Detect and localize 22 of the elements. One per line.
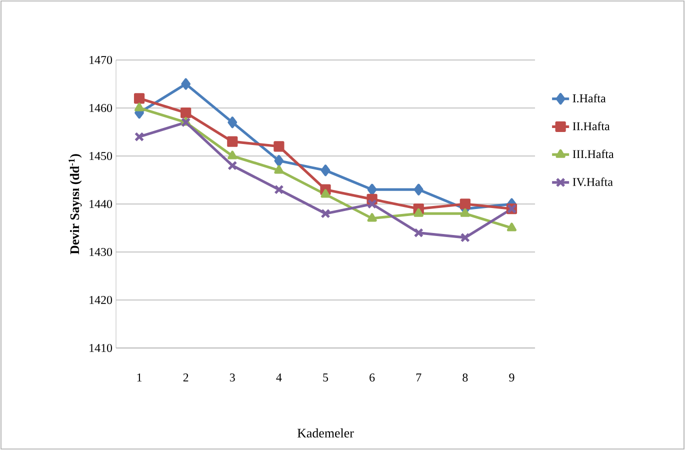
x-tick-label: 6 xyxy=(370,374,375,382)
x-tick-label: 7 xyxy=(416,374,422,382)
x-tick-label: 3 xyxy=(230,374,235,382)
x-tick-label: 8 xyxy=(462,374,468,382)
legend-label: I.Hafta xyxy=(572,94,606,102)
text: Devir Sayısı (dd$^{-1}$) xyxy=(68,154,82,254)
x-tick-label: 1 xyxy=(137,374,142,382)
x-tick-label: 5 xyxy=(323,374,328,382)
y-tick-label: 1420 xyxy=(90,296,112,304)
x-tick-label: 9 xyxy=(509,374,514,382)
y-tick-label: 1430 xyxy=(90,248,112,256)
y-tick-label: 1440 xyxy=(90,200,112,208)
x-axis-title: Kademeler xyxy=(297,428,354,438)
y-tick-label: 1470 xyxy=(90,56,112,64)
legend-label: IV.Hafta xyxy=(572,178,613,186)
y-tick-label: 1450 xyxy=(90,152,112,160)
legend-label: II.Hafta xyxy=(572,122,610,130)
x-tick-label: 4 xyxy=(276,374,282,382)
legend-label: III.Hafta xyxy=(572,150,614,158)
x-tick-label: 2 xyxy=(183,374,188,382)
y-tick-label: 1460 xyxy=(90,104,112,112)
y-tick-label: 1410 xyxy=(90,344,112,352)
